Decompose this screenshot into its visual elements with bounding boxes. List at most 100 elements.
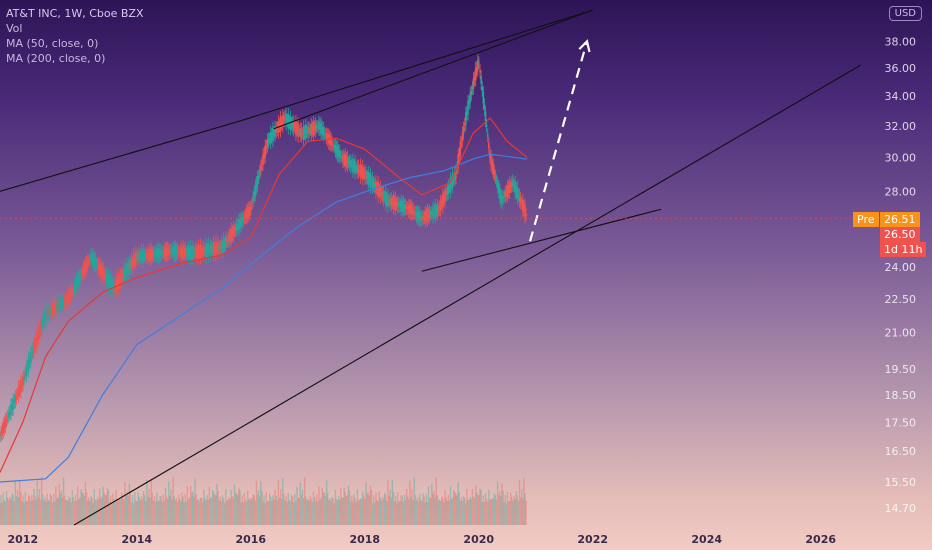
volume-bar — [36, 480, 38, 525]
volume-bar — [319, 499, 321, 525]
volume-bar — [411, 489, 413, 525]
candle-body — [132, 253, 135, 269]
candle-body — [333, 145, 336, 148]
volume-bar — [473, 498, 476, 525]
volume-bar — [54, 501, 56, 525]
volume-bar — [250, 497, 252, 525]
volume-bar — [55, 486, 57, 525]
volume-bar — [160, 496, 162, 525]
candle-body — [185, 251, 188, 254]
volume-bar — [57, 497, 59, 525]
candle-body — [235, 224, 238, 231]
candle-body — [135, 251, 137, 265]
volume-bar — [63, 495, 66, 525]
candle-body — [427, 212, 430, 217]
candle-body — [349, 159, 352, 168]
candle-body — [101, 269, 103, 274]
volume-bar — [86, 500, 89, 525]
candle-body — [310, 123, 313, 135]
volume-legend[interactable]: Vol — [6, 22, 23, 35]
candle-body — [283, 117, 285, 122]
volume-bar — [377, 501, 379, 525]
candle-body — [483, 104, 486, 110]
volume-bar — [88, 497, 90, 525]
candle-body — [473, 76, 476, 81]
volume-bar — [0, 502, 1, 525]
candle-body — [125, 263, 127, 279]
volume-bar — [428, 498, 431, 525]
candle-body — [22, 376, 24, 386]
candle-body — [408, 204, 410, 213]
candle-body — [346, 156, 349, 167]
volume-bar — [74, 494, 77, 525]
candle-body — [215, 241, 217, 256]
x-tick-label: 2022 — [577, 533, 608, 546]
ma200-legend[interactable]: MA (200, close, 0) — [6, 52, 106, 65]
candle-body — [140, 249, 143, 263]
volume-bar — [255, 480, 258, 525]
ma50-legend[interactable]: MA (50, close, 0) — [6, 37, 99, 50]
volume-bar — [192, 491, 194, 525]
volume-bar — [491, 498, 493, 525]
volume-bar — [500, 495, 502, 525]
candle-body — [211, 248, 214, 251]
volume-bar — [205, 500, 207, 525]
candle-body — [391, 201, 394, 204]
candle-body — [486, 134, 489, 137]
volume-bar — [334, 489, 337, 525]
candle-body — [55, 302, 57, 312]
volume-bar — [169, 495, 171, 525]
candle-body — [321, 126, 324, 133]
volume-bar — [34, 495, 36, 525]
volume-bar — [515, 491, 517, 525]
volume-bar — [35, 499, 37, 525]
candle-body — [257, 175, 260, 179]
candle-body — [383, 196, 386, 198]
candle-body — [222, 238, 225, 253]
candle-body — [44, 314, 46, 318]
volume-bar — [451, 497, 454, 525]
currency-badge[interactable]: USD — [888, 6, 922, 21]
volume-bar — [480, 490, 482, 525]
candle-body — [151, 252, 154, 257]
volume-bar — [265, 492, 268, 525]
volume-bar — [79, 497, 81, 525]
candle-body — [432, 207, 434, 218]
candle-body — [467, 100, 469, 115]
candle-body — [37, 328, 40, 342]
volume-bar — [514, 499, 516, 525]
volume-bar — [460, 497, 463, 525]
candle-body — [138, 252, 140, 261]
candle-body — [155, 249, 158, 258]
candle-body — [449, 177, 452, 193]
candle-body — [124, 271, 126, 274]
candle-body — [351, 163, 353, 166]
candle-body — [520, 202, 523, 204]
candle-body — [474, 67, 477, 81]
candle-body — [271, 134, 273, 138]
candle-body — [197, 244, 200, 260]
volume-bar — [60, 490, 63, 525]
volume-bar — [112, 493, 114, 525]
candle-body — [183, 250, 185, 255]
volume-bar — [81, 492, 83, 525]
trendline — [73, 64, 861, 526]
volume-bar — [412, 499, 414, 525]
volume-bar — [217, 491, 219, 525]
candle-body — [237, 224, 239, 228]
candle-body — [175, 249, 178, 254]
volume-bar — [296, 486, 298, 525]
symbol-title[interactable]: AT&T INC, 1W, Cboe BZX — [6, 7, 144, 20]
candle-body — [206, 248, 208, 252]
candle-body — [287, 113, 290, 129]
volume-bar — [380, 500, 383, 525]
candle-body — [232, 226, 235, 238]
candle-body — [149, 251, 151, 258]
volume-bar — [261, 491, 263, 525]
volume-bar — [445, 497, 447, 525]
volume-bar — [481, 501, 483, 525]
y-tick-label: 32.00 — [885, 120, 917, 133]
candle-body — [312, 122, 315, 135]
